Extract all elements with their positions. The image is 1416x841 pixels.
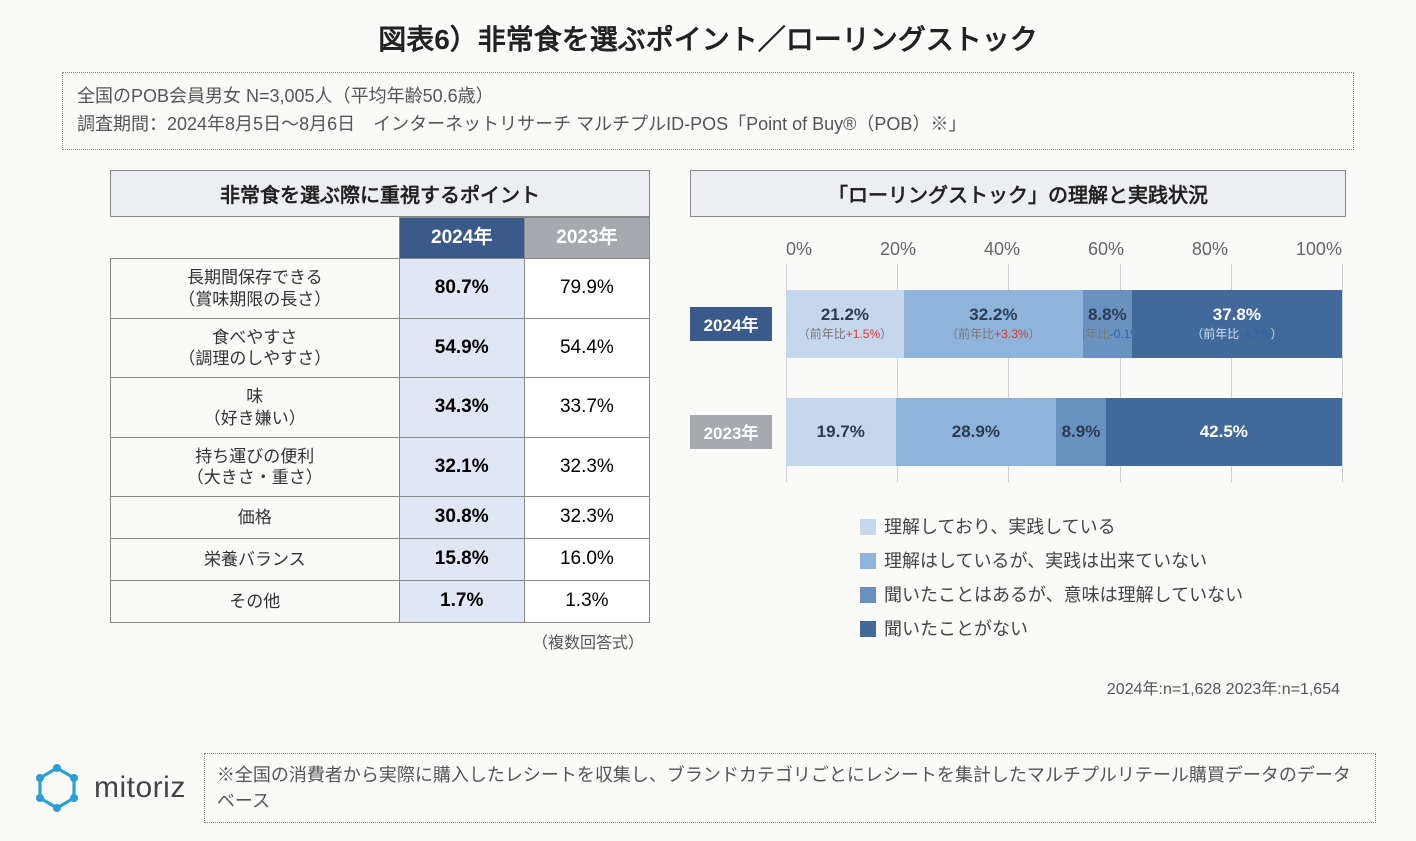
cell-2023: 33.7%: [524, 378, 649, 438]
legend-swatch: [860, 621, 876, 637]
segment-delta: （前年比-0.1%）: [1083, 325, 1132, 342]
points-table: 2024年 2023年 長期間保存できる（賞味期限の長さ）80.7%79.9%食…: [110, 217, 650, 623]
footnote-box: ※全国の消費者から実際に購入したレシートを収集し、ブランドカテゴリごとにレシート…: [204, 753, 1376, 823]
axis-tick: 20%: [880, 239, 916, 260]
segment-value: 37.8%: [1213, 305, 1261, 325]
legend-swatch: [860, 553, 876, 569]
row-label: 栄養バランス: [111, 539, 400, 581]
chart-legend: 理解しており、実践している理解はしているが、実践は出来ていない聞いたことはあるが…: [860, 510, 1346, 647]
legend-swatch: [860, 587, 876, 603]
table-row: 食べやすさ（調理のしやすさ）54.9%54.4%: [111, 318, 650, 378]
chart-plot: 2024年21.2%（前年比+1.5%）32.2%（前年比+3.3%）8.8%（…: [786, 264, 1342, 482]
table-header: 非常食を選ぶ際に重視するポイント: [110, 170, 650, 217]
row-label: 味（好き嫌い）: [111, 378, 400, 438]
segment-value: 19.7%: [817, 422, 865, 442]
table-panel: 非常食を選ぶ際に重視するポイント 2024年 2023年 長期間保存できる（賞味…: [110, 170, 650, 653]
year-pill: 2023年: [690, 415, 772, 449]
row-label: 食べやすさ（調理のしやすさ）: [111, 318, 400, 378]
col-2023: 2023年: [524, 217, 649, 259]
axis-tick: 100%: [1296, 239, 1342, 260]
bar-segment: 19.7%: [786, 398, 896, 466]
row-label: 持ち運びの便利（大きさ・重さ）: [111, 437, 400, 497]
axis-tick: 60%: [1088, 239, 1124, 260]
bar-segment: 21.2%（前年比+1.5%）: [786, 290, 904, 358]
cell-2024: 32.1%: [399, 437, 524, 497]
year-pill: 2024年: [690, 307, 772, 341]
cell-2024: 80.7%: [399, 259, 524, 319]
legend-item: 聞いたことがない: [860, 612, 1346, 646]
table-row: 持ち運びの便利（大きさ・重さ）32.1%32.3%: [111, 437, 650, 497]
legend-label: 理解しており、実践している: [884, 510, 1116, 544]
axis-tick: 40%: [984, 239, 1020, 260]
logo-icon: [30, 761, 84, 815]
legend-item: 理解はしているが、実践は出来ていない: [860, 544, 1346, 578]
cell-2024: 54.9%: [399, 318, 524, 378]
legend-item: 理解しており、実践している: [860, 510, 1346, 544]
segment-value: 32.2%: [969, 305, 1017, 325]
legend-label: 聞いたことはあるが、意味は理解していない: [884, 578, 1243, 612]
bar-row: 2023年19.7%28.9%8.9%42.5%: [786, 398, 1342, 466]
legend-label: 聞いたことがない: [884, 612, 1028, 646]
cell-2023: 54.4%: [524, 318, 649, 378]
segment-value: 8.8%: [1088, 305, 1127, 325]
row-label: 長期間保存できる（賞味期限の長さ）: [111, 259, 400, 319]
bar-segment: 8.8%（前年比-0.1%）: [1083, 290, 1132, 358]
segment-value: 21.2%: [821, 305, 869, 325]
legend-label: 理解はしているが、実践は出来ていない: [884, 544, 1207, 578]
table-row: 栄養バランス15.8%16.0%: [111, 539, 650, 581]
col-2024: 2024年: [399, 217, 524, 259]
logo-text: mitoriz: [94, 771, 186, 805]
brand-logo: mitoriz: [30, 761, 186, 815]
axis-tick: 0%: [786, 239, 812, 260]
table-row: 価格30.8%32.3%: [111, 497, 650, 539]
cell-2023: 32.3%: [524, 497, 649, 539]
segment-value: 42.5%: [1200, 422, 1248, 442]
grid-line: [1342, 264, 1343, 482]
survey-meta-box: 全国のPOB会員男女 N=3,005人（平均年齢50.6歳） 調査期間：2024…: [62, 72, 1354, 150]
cell-2024: 30.8%: [399, 497, 524, 539]
bar-segment: 42.5%: [1106, 398, 1342, 466]
sample-size-note: 2024年:n=1,628 2023年:n=1,654: [1107, 675, 1340, 699]
x-axis-labels: 0% 20% 40% 60% 80% 100%: [786, 239, 1342, 260]
bar-row: 2024年21.2%（前年比+1.5%）32.2%（前年比+3.3%）8.8%（…: [786, 290, 1342, 358]
bar-segment: 37.8%（前年比-4.7%）: [1132, 290, 1342, 358]
cell-2024: 1.7%: [399, 580, 524, 622]
page-title: 図表6）非常食を選ぶポイント／ローリングストック: [0, 0, 1416, 72]
cell-2023: 1.3%: [524, 580, 649, 622]
table-row: 味（好き嫌い）34.3%33.7%: [111, 378, 650, 438]
row-label: その他: [111, 580, 400, 622]
cell-2024: 15.8%: [399, 539, 524, 581]
meta-line-2: 調査期間：2024年8月5日～8月6日 インターネットリサーチ マルチプルID-…: [77, 111, 1339, 139]
bar-segment: 28.9%: [896, 398, 1057, 466]
segment-delta: （前年比+1.5%）: [798, 325, 892, 342]
cell-2023: 79.9%: [524, 259, 649, 319]
cell-2023: 32.3%: [524, 437, 649, 497]
bar-segment: 32.2%（前年比+3.3%）: [904, 290, 1083, 358]
legend-item: 聞いたことはあるが、意味は理解していない: [860, 578, 1346, 612]
table-row: 長期間保存できる（賞味期限の長さ）80.7%79.9%: [111, 259, 650, 319]
legend-swatch: [860, 519, 876, 535]
chart-header: 「ローリングストック」の理解と実践状況: [690, 170, 1346, 217]
cell-2023: 16.0%: [524, 539, 649, 581]
segment-value: 28.9%: [952, 422, 1000, 442]
meta-line-1: 全国のPOB会員男女 N=3,005人（平均年齢50.6歳）: [77, 83, 1339, 111]
cell-2024: 34.3%: [399, 378, 524, 438]
row-label: 価格: [111, 497, 400, 539]
chart-panel: 「ローリングストック」の理解と実践状況 0% 20% 40% 60% 80% 100% 2…: [690, 170, 1346, 653]
segment-value: 8.9%: [1062, 422, 1101, 442]
bar-segment: 8.9%: [1056, 398, 1105, 466]
segment-delta: （前年比+3.3%）: [946, 325, 1040, 342]
table-row: その他1.7%1.3%: [111, 580, 650, 622]
segment-delta: （前年比-4.7%）: [1191, 325, 1282, 342]
table-note: （複数回答式）: [110, 623, 650, 653]
axis-tick: 80%: [1192, 239, 1228, 260]
